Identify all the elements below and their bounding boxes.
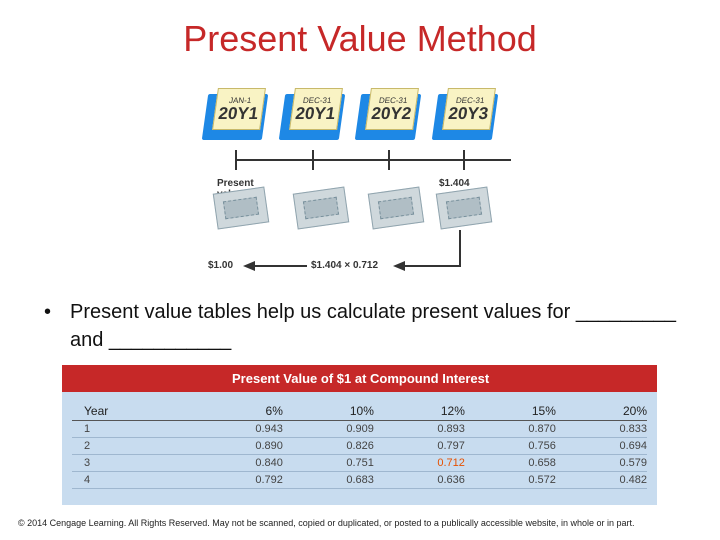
calendar-icon: JAN-1 20Y1 <box>201 88 269 140</box>
column-header: 20% <box>555 402 647 421</box>
table-cell: 0.751 <box>282 454 374 472</box>
money-bill-icon <box>292 186 350 230</box>
bullet-text: Present value tables help us calculate p… <box>70 301 676 351</box>
table-cell: 0.797 <box>373 437 465 455</box>
calendar-year: 20Y2 <box>370 103 413 123</box>
calendar-year: 20Y3 <box>447 103 490 123</box>
table-cell: 0.833 <box>555 420 647 438</box>
column-header: 12% <box>373 402 465 421</box>
table-cell: 0.683 <box>282 471 374 489</box>
table-row: 4 0.792 0.683 0.636 0.572 0.482 <box>72 471 647 489</box>
money-bill-icon <box>435 186 493 230</box>
table-row: 2 0.890 0.826 0.797 0.756 0.694 <box>72 437 647 455</box>
money-bill-icon <box>212 186 270 230</box>
result-label: $1.00 <box>208 260 234 271</box>
calendar-year: 20Y1 <box>217 103 260 123</box>
slide-title: Present Value Method <box>183 18 537 59</box>
copyright-footer: © 2014 Cengage Learning. All Rights Rese… <box>18 518 635 528</box>
table-cell: 0.909 <box>282 420 374 438</box>
formula-label: $1.404 × 0.712 <box>311 260 379 271</box>
table-title: Present Value of $1 at Compound Interest <box>62 365 657 392</box>
timeline-diagram: JAN-1 20Y1 DEC-31 20Y1 DEC-31 20Y2 DEC-31 20… <box>195 88 525 278</box>
table-header-row: Year 6% 10% 12% 15% 20% <box>72 402 647 421</box>
table-cell: 1 <box>72 420 192 438</box>
calendar-icon: DEC-31 20Y2 <box>354 88 422 140</box>
timeline-tick <box>388 150 390 170</box>
table-cell: 0.572 <box>464 471 556 489</box>
table-cell: 2 <box>72 437 192 455</box>
table-cell: 0.943 <box>191 420 283 438</box>
table-cell: 0.826 <box>282 437 374 455</box>
table-row: 1 0.943 0.909 0.893 0.870 0.833 <box>72 420 647 438</box>
future-amount-label: $1.404 <box>439 178 470 189</box>
timeline-tick <box>312 150 314 170</box>
table-cell: 0.756 <box>464 437 556 455</box>
table-cell: 0.792 <box>191 471 283 489</box>
column-header: 10% <box>282 402 374 421</box>
calendar-icon: DEC-31 20Y3 <box>431 88 499 140</box>
table-cell: 0.658 <box>464 454 556 472</box>
table-cell: 0.579 <box>555 454 647 472</box>
money-bill-icon <box>367 186 425 230</box>
timeline-axis <box>235 159 511 161</box>
table-cell: 0.482 <box>555 471 647 489</box>
table-cell: 3 <box>72 454 192 472</box>
table-cell: 0.890 <box>191 437 283 455</box>
table-row: 3 0.840 0.751 0.712 0.658 0.579 <box>72 454 647 472</box>
column-header: 6% <box>191 402 283 421</box>
highlighted-cell: 0.712 <box>373 454 465 472</box>
column-header: 15% <box>464 402 556 421</box>
table-cell: 0.893 <box>373 420 465 438</box>
calendar-year: 20Y1 <box>294 103 337 123</box>
discount-arrows <box>243 230 461 271</box>
present-value-table: Present Value of $1 at Compound Interest… <box>62 365 657 505</box>
timeline-tick <box>235 150 237 170</box>
calendar-icon: DEC-31 20Y1 <box>278 88 346 140</box>
table-cell: 0.840 <box>191 454 283 472</box>
table-cell: 4 <box>72 471 192 489</box>
table-cell: 0.636 <box>373 471 465 489</box>
timeline-tick <box>463 150 465 170</box>
column-header: Year <box>72 402 192 421</box>
table-cell: 0.870 <box>464 420 556 438</box>
table-cell: 0.694 <box>555 437 647 455</box>
